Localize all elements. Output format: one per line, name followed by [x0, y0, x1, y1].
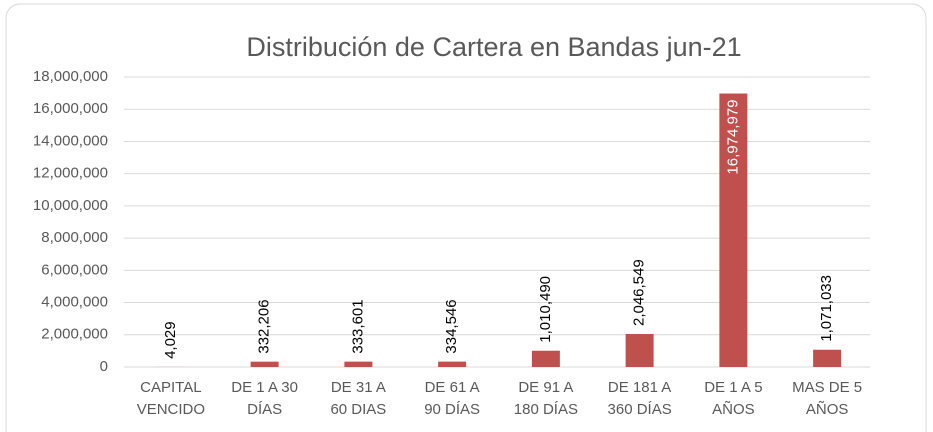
x-tick-label: DE 31 A — [331, 379, 386, 396]
x-tick-label: MAS DE 5 — [792, 379, 862, 396]
bar — [719, 93, 748, 368]
x-tick-label: AÑOS — [712, 401, 755, 418]
bar — [438, 361, 467, 367]
x-tick-label: DE 91 A — [518, 379, 573, 396]
x-tick-label: CAPITAL — [140, 379, 201, 396]
data-label: 1,071,033 — [818, 275, 835, 342]
data-label: 4,029 — [162, 321, 179, 359]
data-label: 2,046,549 — [631, 259, 648, 326]
x-tick-label: DE 61 A — [425, 379, 480, 396]
y-tick-label: 8,000,000 — [41, 229, 108, 246]
x-tick-label: AÑOS — [806, 401, 849, 418]
x-tick-label: VENCIDO — [137, 401, 205, 418]
data-label: 332,206 — [256, 299, 273, 353]
chart-frame — [5, 3, 927, 432]
y-tick-label: 16,000,000 — [33, 100, 108, 117]
x-tick-label: DE 1 A 5 — [704, 379, 762, 396]
y-tick-label: 12,000,000 — [33, 165, 108, 182]
x-tick-label: DE 1 A 30 — [231, 379, 298, 396]
y-tick-label: 0 — [100, 358, 108, 375]
data-label: 333,601 — [349, 299, 366, 353]
bar — [344, 361, 373, 367]
x-tick-label: DE 181 A — [608, 379, 671, 396]
bar — [531, 350, 560, 367]
chart-title: Distribución de Cartera en Bandas jun-21 — [246, 32, 741, 62]
x-tick-label: 90 DÍAS — [424, 401, 480, 418]
data-label: 1,010,490 — [537, 276, 554, 343]
y-tick-label: 2,000,000 — [41, 326, 108, 343]
bar — [813, 349, 842, 367]
x-tick-label: 60 DIAS — [330, 401, 386, 418]
bar — [625, 334, 654, 367]
x-tick-label: 180 DÍAS — [514, 401, 578, 418]
data-label: 16,974,979 — [724, 100, 741, 175]
x-tick-label: DÍAS — [247, 401, 282, 418]
y-tick-label: 10,000,000 — [33, 197, 108, 214]
y-tick-label: 18,000,000 — [33, 68, 108, 85]
y-tick-label: 4,000,000 — [41, 294, 108, 311]
y-tick-label: 6,000,000 — [41, 261, 108, 278]
x-tick-label: 360 DÍAS — [608, 401, 672, 418]
data-label: 334,546 — [443, 299, 460, 353]
bar — [250, 361, 279, 367]
y-tick-label: 14,000,000 — [33, 132, 108, 149]
